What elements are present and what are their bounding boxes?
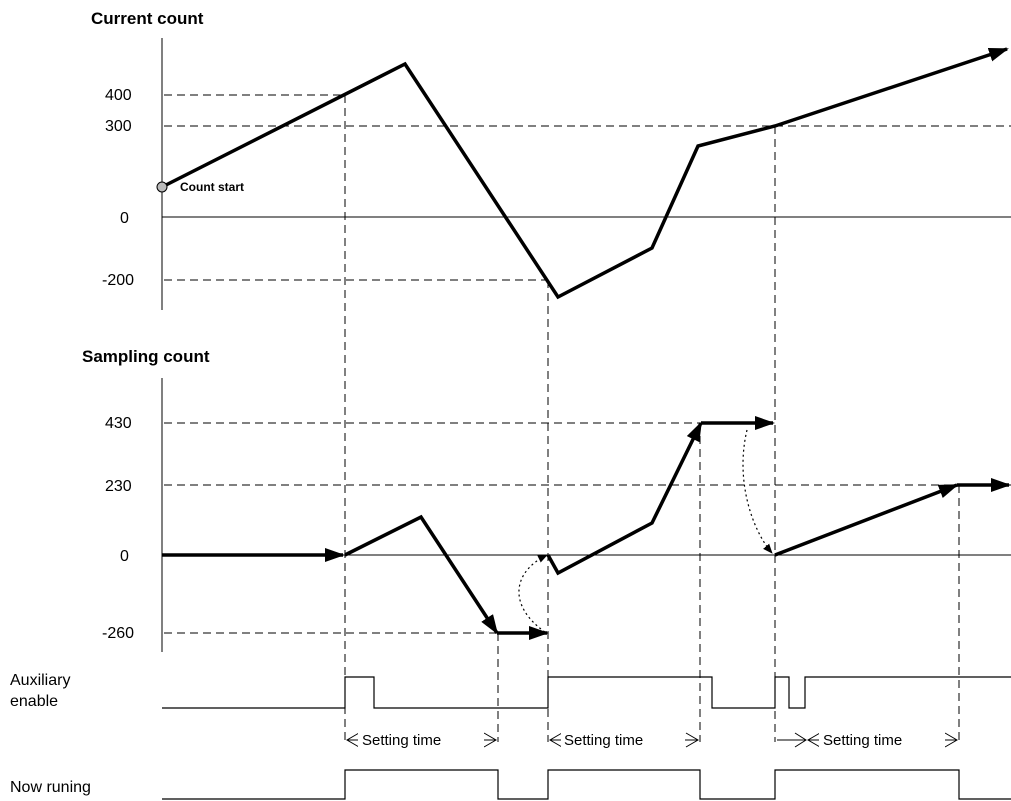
tick-minus-200: -200 [102, 272, 134, 289]
tick-0-current: 0 [120, 210, 129, 227]
setting-gap-arrow [794, 732, 807, 748]
count-start-label: Count start [180, 180, 244, 194]
tick-230: 230 [105, 478, 132, 495]
sampling-trace-1 [344, 514, 499, 635]
reset-arc-2 [742, 429, 773, 554]
setting-span-3-right-arrow [944, 732, 958, 748]
setting-span-3-left-arrow [807, 732, 821, 748]
count-start-marker [156, 181, 168, 193]
now-running-waveform [162, 769, 1011, 800]
aux-enable-label-line2: enable [10, 693, 58, 710]
tick-430: 430 [105, 415, 132, 432]
setting-span-2-text-bg [561, 729, 685, 749]
current-count-trace [161, 47, 1009, 300]
setting-span-2-right-arrow [685, 732, 699, 748]
reset-arc-1 [518, 554, 548, 633]
setting-span-1-right-arrow [483, 732, 497, 748]
now-running-label: Now runing [10, 779, 91, 796]
sampling-trace-2 [546, 421, 703, 576]
tick-minus-260: -260 [102, 625, 134, 642]
setting-span-1-left-arrow [346, 732, 360, 748]
tick-0-sampling: 0 [120, 548, 129, 565]
setting-time-label-1: Setting time [362, 732, 441, 749]
aux-enable-label-line1: Auxiliary [10, 672, 70, 689]
aux-enable-waveform [162, 676, 1011, 709]
setting-span-3-text-bg [819, 729, 945, 749]
setting-span-2-left-arrow [549, 732, 563, 748]
sampling-trace-3 [774, 483, 959, 557]
tick-400: 400 [105, 87, 132, 104]
sampling-count-title: Sampling count [82, 347, 210, 366]
current-count-title: Current count [91, 9, 204, 28]
setting-span-1-text-bg [358, 729, 484, 749]
setting-time-label-3: Setting time [823, 732, 902, 749]
tick-300: 300 [105, 118, 132, 135]
setting-time-label-2: Setting time [564, 732, 643, 749]
